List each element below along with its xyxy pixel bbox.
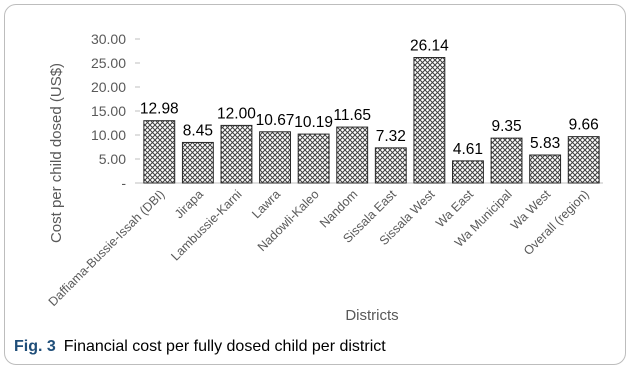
bar (529, 154, 562, 184)
bar (490, 137, 523, 184)
bar (181, 141, 214, 184)
y-axis-ticks: - 5.00 10.00 15.00 20.00 25.00 30.00 (91, 31, 140, 191)
bar (374, 147, 407, 184)
bars-group (143, 57, 600, 184)
bar-chart: - 5.00 10.00 15.00 20.00 25.00 30.00 12.988.45… (46, 31, 603, 324)
x-tick-label: Lawra (249, 187, 283, 221)
figure-label: Fig. 3 (14, 338, 56, 355)
bar (297, 133, 330, 184)
y-axis-title: Cost per child dosed (US$) (48, 63, 65, 243)
data-label: 9.35 (491, 118, 521, 135)
y-tick-label: - (121, 175, 126, 191)
data-label: 26.14 (410, 38, 449, 55)
bar (143, 120, 176, 184)
y-tick-label: 25.00 (91, 55, 126, 71)
data-label: 5.83 (530, 135, 560, 152)
y-tick-label: 20.00 (91, 79, 126, 95)
x-axis-tick-labels: Daffiama-Bussie-Issah (DBI) JirapaLambuss… (46, 187, 592, 309)
bar (452, 160, 484, 184)
data-label: 4.61 (453, 141, 483, 158)
y-tick-label: 15.00 (91, 103, 126, 119)
bar (259, 131, 291, 184)
data-label: 9.66 (569, 117, 599, 134)
data-label: 12.98 (140, 101, 179, 118)
y-tick-label: 30.00 (91, 31, 126, 47)
bar (567, 136, 600, 184)
x-tick-label: Jirapa (172, 187, 206, 221)
bar (220, 124, 253, 184)
x-tick-label: Lambussie-Karni (168, 187, 244, 263)
y-tick-label: 5.00 (99, 151, 126, 167)
data-label: 10.67 (256, 112, 295, 129)
data-label: 12.00 (217, 105, 256, 122)
bar (413, 57, 446, 184)
figure-caption-text: Financial cost per fully dosed child per… (63, 338, 386, 355)
y-tick-label: 10.00 (91, 127, 126, 143)
data-label: 11.65 (333, 107, 371, 124)
chart-frame (4, 4, 626, 365)
data-label: 7.32 (376, 128, 406, 145)
x-axis-title: Districts (345, 307, 398, 324)
figure-caption: Fig. 3 Financial cost per fully dosed chi… (14, 338, 386, 356)
data-label: 10.19 (294, 114, 333, 131)
data-label: 8.45 (183, 122, 213, 139)
bar (336, 126, 369, 184)
